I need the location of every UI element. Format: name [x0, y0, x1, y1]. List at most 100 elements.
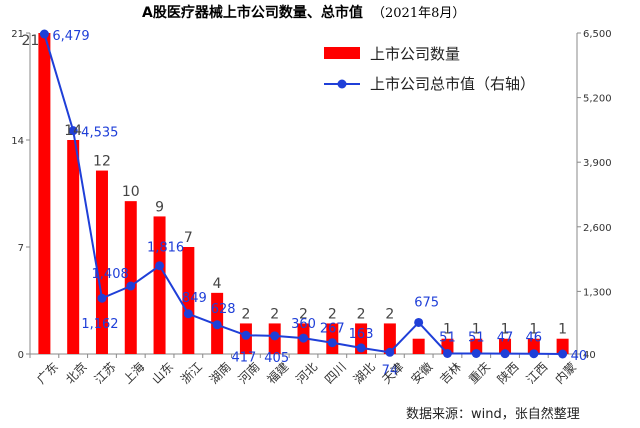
y-left-tick-label: 14 — [11, 136, 24, 147]
bar-value-label: 1 — [529, 322, 538, 338]
line-value-label: 360 — [291, 317, 316, 332]
line-point — [299, 333, 308, 343]
bar — [124, 201, 137, 354]
bar-value-label: 2 — [241, 306, 250, 322]
y-left-tick-label: 21 — [11, 29, 24, 40]
y-right-tick-label: 6,500 — [583, 29, 612, 40]
line-value-label: 47 — [497, 331, 514, 346]
legend-line-label: 上市公司总市值（右轴） — [370, 75, 535, 93]
line-value-label: 405 — [264, 351, 289, 366]
line-value-label: 1,816 — [147, 241, 184, 256]
chart-title-subtitle: （2021年8月） — [372, 6, 465, 21]
line-point — [442, 348, 452, 358]
bar-value-label: 1 — [501, 322, 510, 338]
bar-value-label: 9 — [155, 199, 164, 215]
y-right-tick-label: 5,200 — [583, 94, 612, 105]
category-label: 重庆 — [466, 360, 493, 387]
line-point — [39, 29, 49, 39]
category-label: 山东 — [149, 360, 176, 387]
bar — [67, 140, 80, 354]
bar-value-label: 2 — [299, 306, 308, 322]
bar-value-label: 4 — [213, 276, 222, 292]
bar — [38, 33, 51, 354]
y-right-tick-label: 40 — [583, 350, 596, 361]
line-point — [356, 343, 366, 353]
line-point — [471, 348, 481, 358]
line-point — [97, 293, 107, 303]
bar-value-label: 1 — [472, 322, 481, 338]
y-left-tick-label: 7 — [18, 243, 24, 254]
y-right-tick-label: 3,900 — [583, 158, 612, 169]
chart-title-main: A股医疗器械上市公司数量、总市值 — [142, 4, 363, 21]
category-label: 浙江 — [178, 360, 205, 387]
line-point — [68, 126, 78, 136]
line-point — [529, 349, 539, 359]
line-point — [558, 349, 568, 359]
line-value-label: 51 — [468, 330, 485, 345]
category-label: 吉林 — [437, 360, 464, 387]
category-label: 广东 — [34, 360, 61, 387]
bar — [383, 323, 396, 354]
category-label: 江西 — [524, 360, 551, 387]
bar — [153, 216, 166, 354]
bar-value-label: 12 — [93, 154, 111, 170]
line-value-label: 849 — [182, 291, 207, 306]
line-point — [414, 317, 424, 327]
bar — [95, 170, 108, 354]
bar-value-label: 2 — [270, 306, 279, 322]
line-value-label: 163 — [349, 327, 374, 342]
line-value-label: 675 — [414, 295, 439, 310]
category-label: 安徽 — [408, 359, 436, 387]
category-label: 湖南 — [206, 359, 234, 387]
line-value-label: 1,408 — [92, 267, 129, 282]
line-value-label: 51 — [439, 330, 456, 345]
line-point — [126, 281, 136, 291]
line-point — [212, 320, 222, 330]
legend-bar-swatch — [324, 47, 360, 59]
bar-value-label: 1 — [558, 322, 567, 338]
y-left-tick-label: 0 — [18, 350, 24, 361]
category-label: 四川 — [322, 360, 349, 387]
line-value-label: 267 — [320, 322, 345, 337]
category-label: 上海 — [120, 359, 148, 387]
bar-value-label: 2 — [357, 306, 366, 322]
line-value-label: 46 — [526, 331, 543, 346]
legend: 上市公司数量 上市公司总市值（右轴） — [324, 45, 535, 93]
line-value-label: 1,162 — [81, 317, 118, 332]
bar-value-label: 14 — [64, 123, 82, 139]
line-value-label: 6,479 — [52, 29, 89, 44]
legend-line-marker — [337, 79, 347, 89]
category-labels: 广东 北京 江苏 上海 山东 浙江 湖南 河南 福建 河北 四川 湖北 天津 安徽 吉林 重庆 陕西 江西 内蒙 — [34, 359, 579, 387]
line-point — [241, 330, 251, 340]
category-label: 陕西 — [494, 359, 522, 387]
bar — [499, 338, 512, 354]
bar-value-label: 21 — [21, 33, 39, 49]
chart-title: A股医疗器械上市公司数量、总市值 （2021年8月） — [142, 4, 465, 21]
line-point — [183, 309, 193, 319]
bar — [182, 247, 195, 354]
bar — [527, 338, 540, 354]
line-value-label: 40 — [571, 349, 588, 364]
bar — [556, 338, 569, 354]
line-point — [327, 338, 337, 348]
line-point — [270, 331, 280, 341]
category-label: 江苏 — [92, 360, 119, 387]
category-label: 河北 — [293, 360, 320, 387]
y-right-tick-label: 1,300 — [583, 287, 612, 298]
bar-value-label: 2 — [328, 306, 337, 322]
line-value-label: 628 — [211, 302, 236, 317]
source-note: 数据来源：wind，张自然整理 — [406, 406, 580, 422]
bar-value-label: 2 — [385, 306, 394, 322]
bar-value-label: 10 — [122, 184, 140, 200]
line-point — [155, 261, 165, 271]
bar-value-label: 1 — [443, 322, 452, 338]
line-point — [500, 349, 510, 359]
line-value-label: 74 — [382, 363, 399, 378]
category-label: 北京 — [63, 360, 90, 387]
bar-value-label: 7 — [184, 230, 193, 246]
line-value-label: 417 — [232, 350, 257, 365]
line-point — [385, 347, 395, 357]
line-series — [39, 29, 568, 359]
